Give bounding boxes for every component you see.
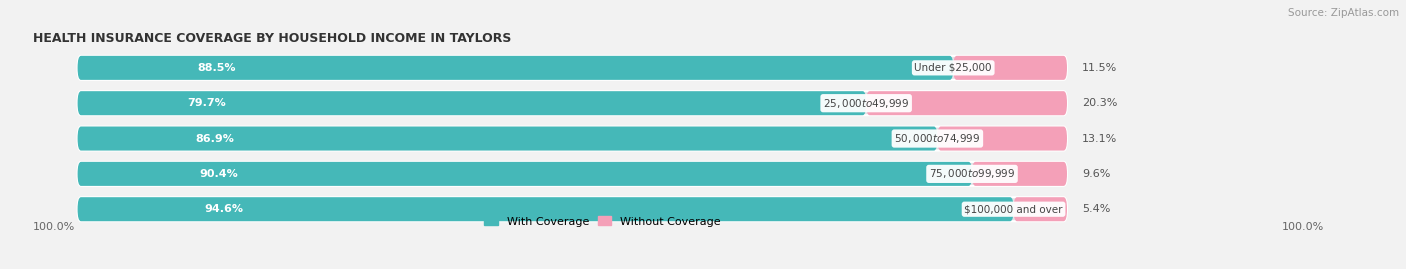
Text: 20.3%: 20.3% xyxy=(1081,98,1118,108)
FancyBboxPatch shape xyxy=(77,91,1067,115)
Text: 100.0%: 100.0% xyxy=(34,222,76,232)
FancyBboxPatch shape xyxy=(77,197,1067,221)
FancyBboxPatch shape xyxy=(77,126,938,151)
Text: $50,000 to $74,999: $50,000 to $74,999 xyxy=(894,132,980,145)
FancyBboxPatch shape xyxy=(77,197,1014,221)
Legend: With Coverage, Without Coverage: With Coverage, Without Coverage xyxy=(484,216,721,227)
Text: 88.5%: 88.5% xyxy=(197,63,236,73)
FancyBboxPatch shape xyxy=(866,91,1067,115)
Text: 13.1%: 13.1% xyxy=(1081,133,1118,144)
Text: 79.7%: 79.7% xyxy=(187,98,226,108)
Text: HEALTH INSURANCE COVERAGE BY HOUSEHOLD INCOME IN TAYLORS: HEALTH INSURANCE COVERAGE BY HOUSEHOLD I… xyxy=(34,32,512,45)
FancyBboxPatch shape xyxy=(1014,197,1067,221)
FancyBboxPatch shape xyxy=(77,162,972,186)
Text: 94.6%: 94.6% xyxy=(205,204,243,214)
FancyBboxPatch shape xyxy=(938,126,1067,151)
Text: Under $25,000: Under $25,000 xyxy=(914,63,993,73)
Text: $75,000 to $99,999: $75,000 to $99,999 xyxy=(929,167,1015,180)
Text: 9.6%: 9.6% xyxy=(1081,169,1111,179)
Text: Source: ZipAtlas.com: Source: ZipAtlas.com xyxy=(1288,8,1399,18)
FancyBboxPatch shape xyxy=(77,162,1067,186)
FancyBboxPatch shape xyxy=(77,126,1067,151)
Text: $25,000 to $49,999: $25,000 to $49,999 xyxy=(823,97,910,110)
Text: 90.4%: 90.4% xyxy=(200,169,239,179)
FancyBboxPatch shape xyxy=(953,56,1067,80)
FancyBboxPatch shape xyxy=(77,56,1067,80)
FancyBboxPatch shape xyxy=(972,162,1067,186)
Text: 5.4%: 5.4% xyxy=(1081,204,1111,214)
Text: 100.0%: 100.0% xyxy=(1282,222,1324,232)
FancyBboxPatch shape xyxy=(77,56,953,80)
FancyBboxPatch shape xyxy=(77,91,866,115)
Text: 86.9%: 86.9% xyxy=(195,133,235,144)
Text: 11.5%: 11.5% xyxy=(1081,63,1118,73)
Text: $100,000 and over: $100,000 and over xyxy=(965,204,1063,214)
